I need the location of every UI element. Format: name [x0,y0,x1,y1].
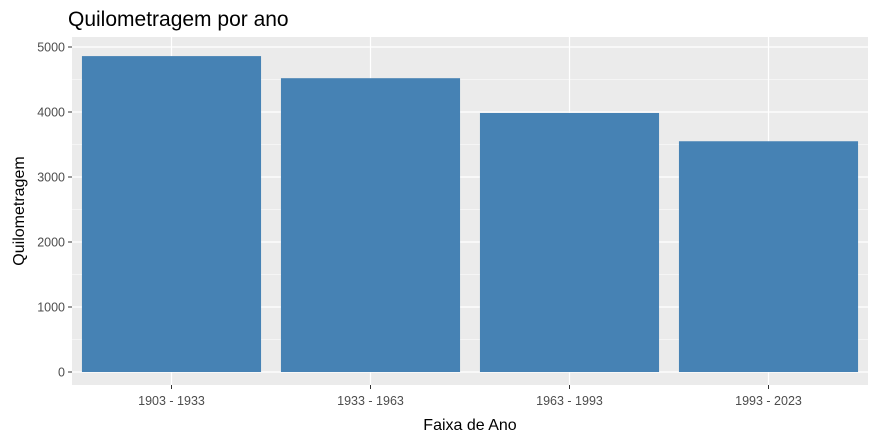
x-tick-label: 1963 - 1993 [536,394,603,408]
chart-title: Quilometragem por ano [68,8,289,31]
y-tick-label: 1000 [37,301,65,315]
x-axis-ticks: 1903 - 1933 1933 - 1963 1963 - 1993 1993 - … [138,385,802,408]
x-axis-title: Faixa de Ano [423,417,517,434]
x-tick-label: 1993 - 2023 [735,394,802,408]
y-tick-label: 3000 [37,171,65,185]
y-tick-label: 4000 [37,106,65,120]
x-tick-label: 1903 - 1933 [138,394,205,408]
y-axis-title: Quilometragem [11,156,28,265]
y-tick-label: 2000 [37,236,65,250]
bar-1 [81,56,262,372]
y-axis-ticks: 0 1000 2000 3000 4000 5000 [37,41,72,380]
bar-2 [280,78,461,372]
bar-3 [479,112,660,372]
y-tick-label: 5000 [37,41,65,55]
bar-4 [678,141,859,372]
bars [81,56,859,372]
x-tick-label: 1933 - 1963 [337,394,404,408]
y-tick-label: 0 [58,366,65,380]
